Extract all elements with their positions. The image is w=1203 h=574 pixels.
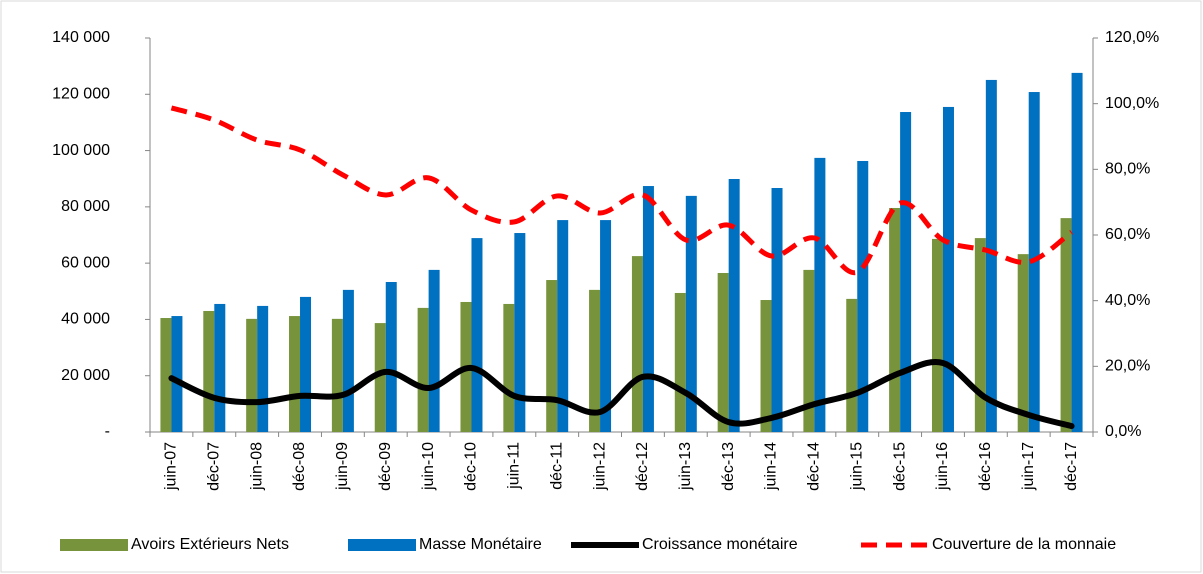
bar <box>214 303 226 432</box>
y-tick-label: 140 000 <box>52 29 110 46</box>
bar <box>503 303 515 432</box>
legend-label: Masse Monétaire <box>419 536 542 553</box>
x-tick-label: déc-17 <box>1063 442 1080 491</box>
bar <box>331 318 343 432</box>
x-tick-label: juin-10 <box>420 442 437 491</box>
legend-label: Avoirs Extérieurs Nets <box>131 536 289 553</box>
y2-tick-label: 20,0% <box>1105 358 1150 375</box>
legend-label: Couverture de la monnaie <box>932 536 1116 553</box>
bar <box>674 292 686 432</box>
x-tick-label: déc-08 <box>291 442 308 491</box>
bar <box>717 272 729 432</box>
bar <box>160 318 172 432</box>
bar <box>814 157 826 433</box>
x-tick-label: juin-15 <box>848 442 865 491</box>
bar <box>257 305 269 432</box>
x-tick-label: juin-07 <box>163 442 180 491</box>
y-tick-label: - <box>105 423 110 440</box>
bar <box>760 300 772 432</box>
y-tick-label: 40 000 <box>61 311 110 328</box>
bar <box>900 112 912 432</box>
bar <box>889 207 901 432</box>
bar <box>374 323 386 432</box>
bar <box>1017 254 1029 432</box>
bar <box>803 269 815 432</box>
bar <box>857 160 869 432</box>
x-tick-label: juin-08 <box>248 442 265 491</box>
bar <box>246 318 258 432</box>
x-tick-label: déc-14 <box>806 442 823 491</box>
x-tick-label: déc-09 <box>377 442 394 491</box>
bar <box>985 79 997 432</box>
x-tick-label: juin-17 <box>1020 442 1037 491</box>
bar <box>171 316 183 432</box>
bar <box>342 289 354 432</box>
bar <box>385 281 397 432</box>
legend-swatch <box>348 539 416 551</box>
bar <box>942 106 954 432</box>
y2-tick-label: 80,0% <box>1105 161 1150 178</box>
bar <box>289 316 301 432</box>
x-tick-label: juin-14 <box>763 442 780 491</box>
x-tick-label: déc-16 <box>977 442 994 491</box>
bar <box>974 238 986 432</box>
bar <box>931 238 943 432</box>
bar <box>846 298 858 432</box>
x-tick-label: déc-15 <box>891 442 908 491</box>
bar <box>1071 72 1083 432</box>
legend-swatch <box>60 539 128 551</box>
bar <box>546 280 558 432</box>
bar <box>685 195 697 432</box>
y-tick-label: 100 000 <box>52 142 110 159</box>
y2-tick-label: 100,0% <box>1105 95 1159 112</box>
bar <box>428 269 440 432</box>
bar <box>771 188 783 432</box>
bar <box>1060 218 1072 432</box>
line <box>170 105 1074 276</box>
bar <box>600 220 612 432</box>
y-tick-label: 80 000 <box>61 198 110 215</box>
x-tick-label: déc-07 <box>206 442 223 491</box>
bar <box>514 233 526 432</box>
x-tick-label: déc-13 <box>720 442 737 491</box>
x-tick-label: déc-11 <box>548 442 565 490</box>
x-tick-label: juin-11 <box>506 442 523 490</box>
bar <box>417 307 429 432</box>
y-tick-label: 120 000 <box>52 86 110 103</box>
x-tick-label: juin-09 <box>334 442 351 491</box>
x-tick-label: juin-12 <box>591 442 608 491</box>
x-tick-label: déc-12 <box>634 442 651 491</box>
bar <box>728 178 740 432</box>
x-tick-label: juin-16 <box>934 442 951 491</box>
y2-tick-label: 120,0% <box>1105 29 1159 46</box>
bar <box>203 310 215 432</box>
bar <box>631 256 643 432</box>
y2-tick-label: 0,0% <box>1105 423 1141 440</box>
bar <box>300 296 312 432</box>
y-tick-label: 20 000 <box>61 367 110 384</box>
x-tick-label: déc-10 <box>463 442 480 491</box>
line <box>168 359 1075 430</box>
bar <box>642 186 654 432</box>
y2-tick-label: 60,0% <box>1105 226 1150 243</box>
bar <box>589 289 601 432</box>
bar <box>557 220 569 432</box>
legend-label: Croissance monétaire <box>642 536 798 553</box>
y2-tick-label: 40,0% <box>1105 292 1150 309</box>
x-tick-label: juin-13 <box>677 442 694 491</box>
y-tick-label: 60 000 <box>61 254 110 271</box>
bar <box>471 238 483 432</box>
